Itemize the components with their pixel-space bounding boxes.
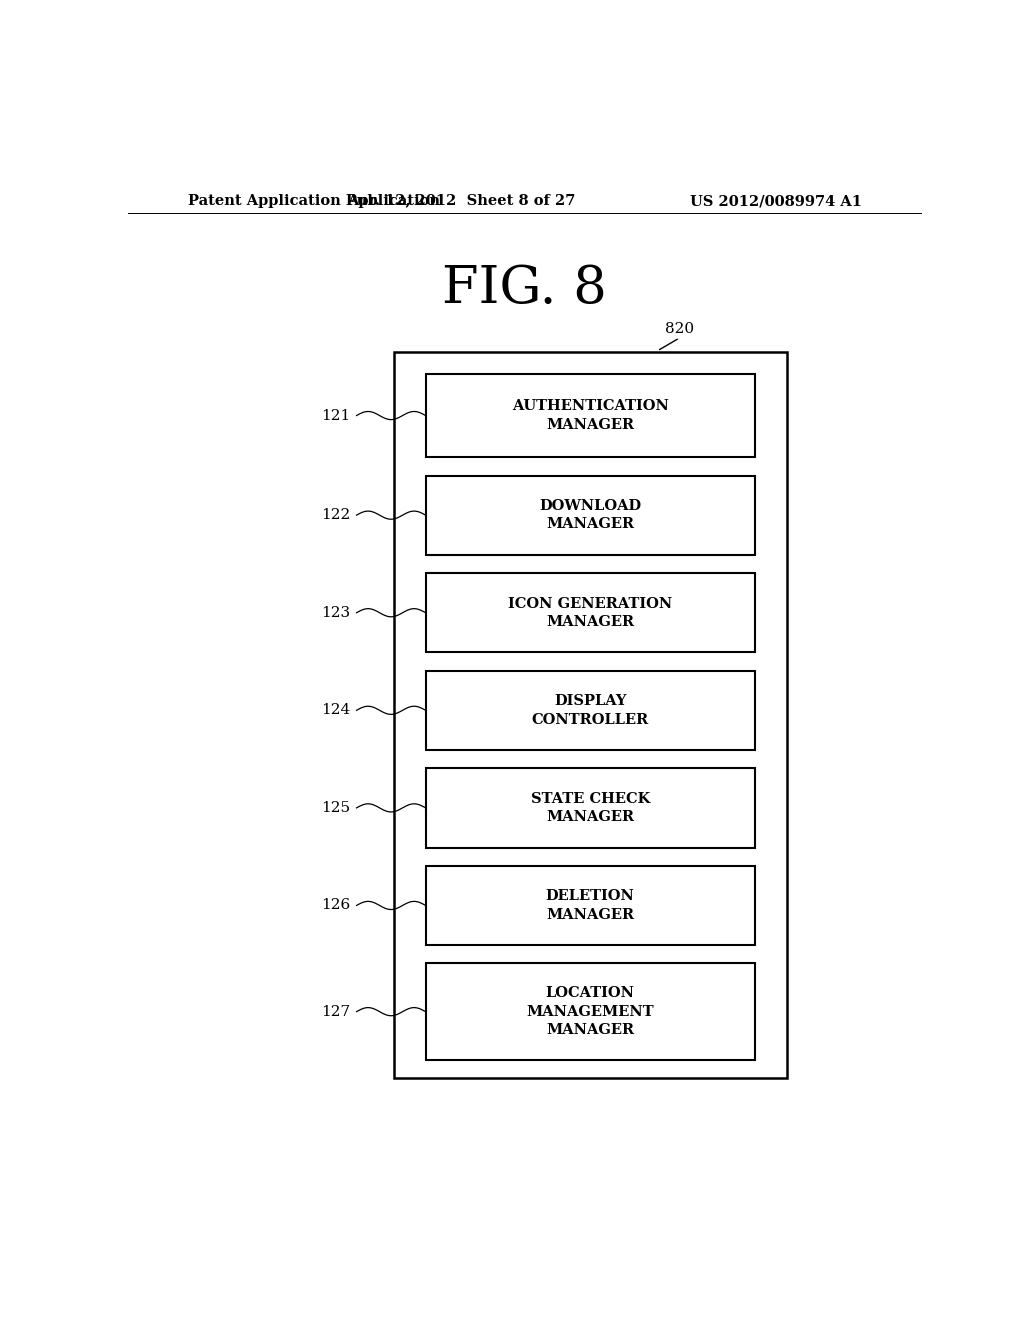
Text: 121: 121 [321, 409, 350, 422]
Text: DOWNLOAD
MANAGER: DOWNLOAD MANAGER [540, 499, 641, 532]
Bar [426, 671, 755, 750]
Text: US 2012/0089974 A1: US 2012/0089974 A1 [690, 194, 862, 209]
Text: 124: 124 [321, 704, 350, 717]
Text: 820: 820 [665, 322, 694, 337]
Text: 123: 123 [322, 606, 350, 619]
Text: 125: 125 [322, 801, 350, 814]
Text: 127: 127 [322, 1005, 350, 1019]
Bar [426, 573, 755, 652]
Text: AUTHENTICATION
MANAGER: AUTHENTICATION MANAGER [512, 400, 669, 432]
Text: FIG. 8: FIG. 8 [442, 263, 607, 314]
Bar [426, 866, 755, 945]
Text: 126: 126 [321, 899, 350, 912]
Text: DISPLAY
CONTROLLER: DISPLAY CONTROLLER [531, 694, 649, 726]
Bar [426, 768, 755, 847]
Bar [426, 475, 755, 554]
Text: STATE CHECK
MANAGER: STATE CHECK MANAGER [530, 792, 650, 824]
Text: LOCATION
MANAGEMENT
MANAGER: LOCATION MANAGEMENT MANAGER [526, 986, 654, 1038]
Bar [426, 374, 755, 457]
Bar [426, 964, 755, 1060]
Text: 122: 122 [321, 508, 350, 523]
Text: ICON GENERATION
MANAGER: ICON GENERATION MANAGER [508, 597, 673, 628]
Text: Patent Application Publication: Patent Application Publication [187, 194, 439, 209]
Text: DELETION
MANAGER: DELETION MANAGER [546, 890, 635, 921]
Bar [394, 351, 786, 1078]
Text: Apr. 12, 2012  Sheet 8 of 27: Apr. 12, 2012 Sheet 8 of 27 [347, 194, 575, 209]
